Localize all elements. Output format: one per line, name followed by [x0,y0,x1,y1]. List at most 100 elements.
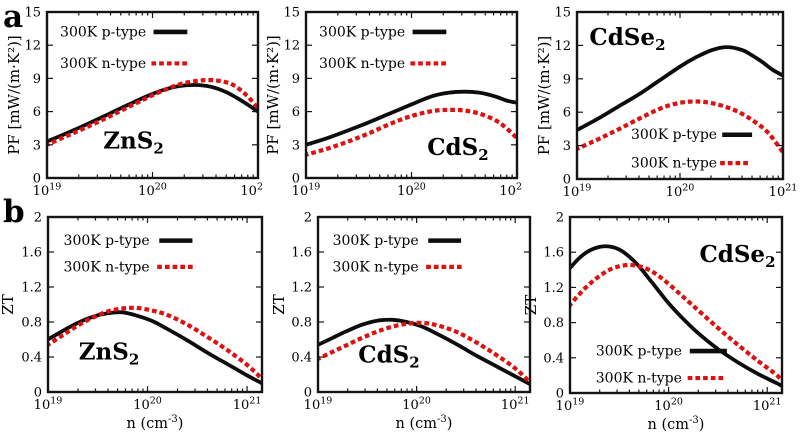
legend-label: 300K p-type [596,344,682,360]
curves-zt-zns2 [48,305,262,386]
legend: 300K p-type 300K n-type [319,24,449,72]
y-tick-label: 3 [33,138,41,153]
panel-label-b: b [3,194,25,230]
x-tick-label: 1019 [304,396,333,414]
panel-label-a: a [3,0,24,35]
y-tick-label: 0 [34,386,42,401]
panel-pf-zns2: 0 3 6 9 12 15 1019 1020 102 PF [mW/(m·K²)] 300K p-… [5,6,263,200]
curves-zt-cds2 [318,317,530,386]
x-tick-label: 1019 [34,396,63,414]
panel-zt-zns2: 0 0.4 0.8 1.2 1.6 2 1019 1020 1021 ZT n (cm-3) 300K… [0,211,264,432]
panel-pf-cds2: 0 3 6 9 12 15 1019 1020 102 PF [mW/(m·K²)] 300K p-… [264,6,522,200]
y-tick-label: 0 [556,387,564,402]
curves-pf-cdse2 [577,45,783,156]
y-tick-label: 3 [292,138,300,153]
series-n-type-curve [47,77,258,148]
panel-title: CdSe2 [589,24,665,54]
curves-pf-cds2 [306,89,517,158]
x-tick-label: 1020 [397,182,426,200]
legend-label: 300K p-type [631,127,717,143]
x-tick-label: 1020 [138,182,167,200]
x-tick-labels: 1019 1020 1021 [34,396,262,414]
legend: 300K p-type 300K n-type [60,24,190,72]
y-tick-label: 2 [34,211,42,226]
legend-label: 300K n-type [319,56,405,72]
y-tick-label: 0.4 [543,351,564,366]
plot-frame [568,215,784,395]
axis-ticks [317,216,530,393]
x-tick-label: 1021 [233,396,262,414]
series-p-type-curve [306,89,517,147]
x-axis-label: n (cm-3) [648,415,705,433]
y-tick-labels: 0 0.4 0.8 1.2 1.6 2 [21,211,42,401]
axis-ticks [569,216,782,394]
y-tick-labels: 0 0.4 0.8 1.2 1.6 2 [543,211,564,402]
y-tick-label: 1.2 [543,281,564,296]
x-tick-label: 1020 [402,396,431,414]
panel-zt-cds2: 0 0.4 0.8 1.2 1.6 2 1019 1020 1021 ZT n (cm-3) 300K… [270,211,532,432]
axis-ticks [305,11,518,179]
panel-title: ZnS2 [79,339,140,369]
x-axis-label: n (cm-3) [127,414,184,432]
legend-label: 300K n-type [631,156,717,172]
series-n-type-curve [570,262,782,386]
series-p-type-curve [577,45,783,132]
y-tick-labels: 0 3 6 9 12 15 [554,6,571,188]
panel-title: CdS2 [358,341,419,371]
y-axis-label: ZT [0,294,17,314]
x-tick-label: 1021 [501,396,530,414]
y-axis-label: PF [mW/(m·K²)] [535,36,553,156]
y-tick-label: 1.2 [21,281,42,296]
x-tick-label: 1021 [753,397,782,415]
x-tick-labels: 1019 1020 102 [292,182,522,200]
axis-ticks [576,11,784,180]
x-tick-labels: 1019 1020 1021 [556,397,782,415]
y-tick-label: 1.6 [21,246,42,261]
series-n-type-curve [577,99,783,156]
x-tick-label: 1020 [133,396,162,414]
y-tick-label: 9 [563,72,571,87]
x-tick-label: 1019 [33,182,62,200]
x-tick-labels: 1019 1020 1021 [563,183,798,201]
y-tick-label: 0 [563,173,571,188]
y-tick-label: 0.4 [291,351,312,366]
y-tick-label: 6 [292,105,300,120]
y-tick-label: 1.6 [543,246,564,261]
y-tick-labels: 0 3 6 9 12 15 [24,6,41,187]
x-tick-label: 1019 [556,397,585,415]
y-tick-label: 15 [283,6,300,21]
y-tick-label: 15 [24,6,41,21]
y-tick-label: 9 [292,72,300,87]
plot-frame [316,215,532,394]
panel-title: CdS2 [427,134,488,164]
legend-label: 300K n-type [596,371,682,387]
x-tick-label: 102 [499,182,522,200]
y-tick-label: 12 [554,39,571,54]
x-tick-label: 1020 [654,397,683,415]
plot-frame [46,215,264,394]
y-tick-label: 0 [304,386,312,401]
x-tick-labels: 1019 1020 1021 [304,396,530,414]
legend-label: 300K n-type [63,259,149,275]
panel-title: ZnS2 [103,127,164,157]
series-n-type-curve [306,107,517,158]
x-tick-label: 1019 [292,182,321,200]
x-tick-label: 1019 [563,183,592,201]
legend-label: 300K p-type [60,24,146,40]
y-tick-label: 0.8 [291,316,312,331]
y-tick-label: 0.4 [21,351,42,366]
legend: 300K p-type 300K n-type [631,127,755,172]
y-tick-labels: 0 3 6 9 12 15 [283,6,300,187]
x-axis-label: n (cm-3) [396,414,453,432]
series-p-type-curve [47,83,258,144]
y-tick-labels: 0 0.4 0.8 1.2 1.6 2 [291,211,312,401]
legend: 300K p-type 300K n-type [63,233,195,275]
legend-label: 300K n-type [60,56,146,72]
x-tick-label: 102 [240,182,263,200]
y-tick-label: 0.8 [21,316,42,331]
panel-zt-cdse2: 0 0.4 0.8 1.2 1.6 2 1019 1020 1021 ZT n (cm-3) 300K… [522,211,784,433]
y-tick-label: 15 [554,6,571,21]
y-tick-label: 9 [33,72,41,87]
